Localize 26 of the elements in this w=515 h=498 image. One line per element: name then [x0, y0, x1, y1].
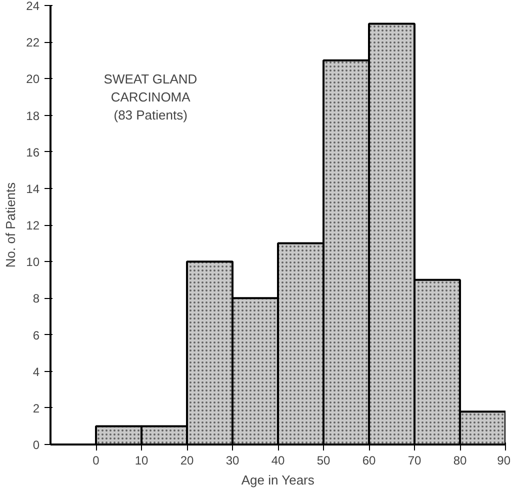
y-tick-label: 14	[26, 182, 40, 196]
y-tick-label: 22	[26, 36, 40, 50]
y-tick-label: 18	[26, 108, 40, 123]
y-tick-label: 6	[32, 328, 40, 342]
y-tick-label: 0	[32, 438, 40, 452]
x-tick-label: 80	[453, 454, 467, 468]
y-tick-label: 4	[32, 364, 40, 379]
y-tick-label: 16	[26, 145, 40, 160]
x-tick-label: 30	[226, 454, 240, 468]
x-tick-label: 60	[362, 454, 376, 468]
x-axis-title: Age in Years	[241, 472, 315, 488]
y-tick-label: 24	[26, 0, 40, 13]
y-tick-label: 10	[26, 255, 40, 270]
x-tick-label: 10	[134, 454, 148, 468]
x-tick-label: 70	[408, 454, 422, 468]
y-tick-label: 8	[32, 292, 40, 306]
x-tick-label: 0	[92, 454, 100, 468]
x-tick-label: 40	[271, 454, 285, 468]
x-tick-label: 20	[180, 454, 194, 468]
annotation: SWEAT GLAND CARCINOMA (83 Patients)	[104, 71, 198, 122]
y-tick-label: 2	[32, 401, 40, 416]
y-tick-label: 20	[26, 72, 40, 86]
x-tick-label: 90	[497, 454, 511, 468]
y-axis-title: No. of Patients	[3, 182, 18, 268]
y-tick-label: 12	[26, 218, 40, 232]
x-tick-label: 50	[316, 454, 330, 468]
